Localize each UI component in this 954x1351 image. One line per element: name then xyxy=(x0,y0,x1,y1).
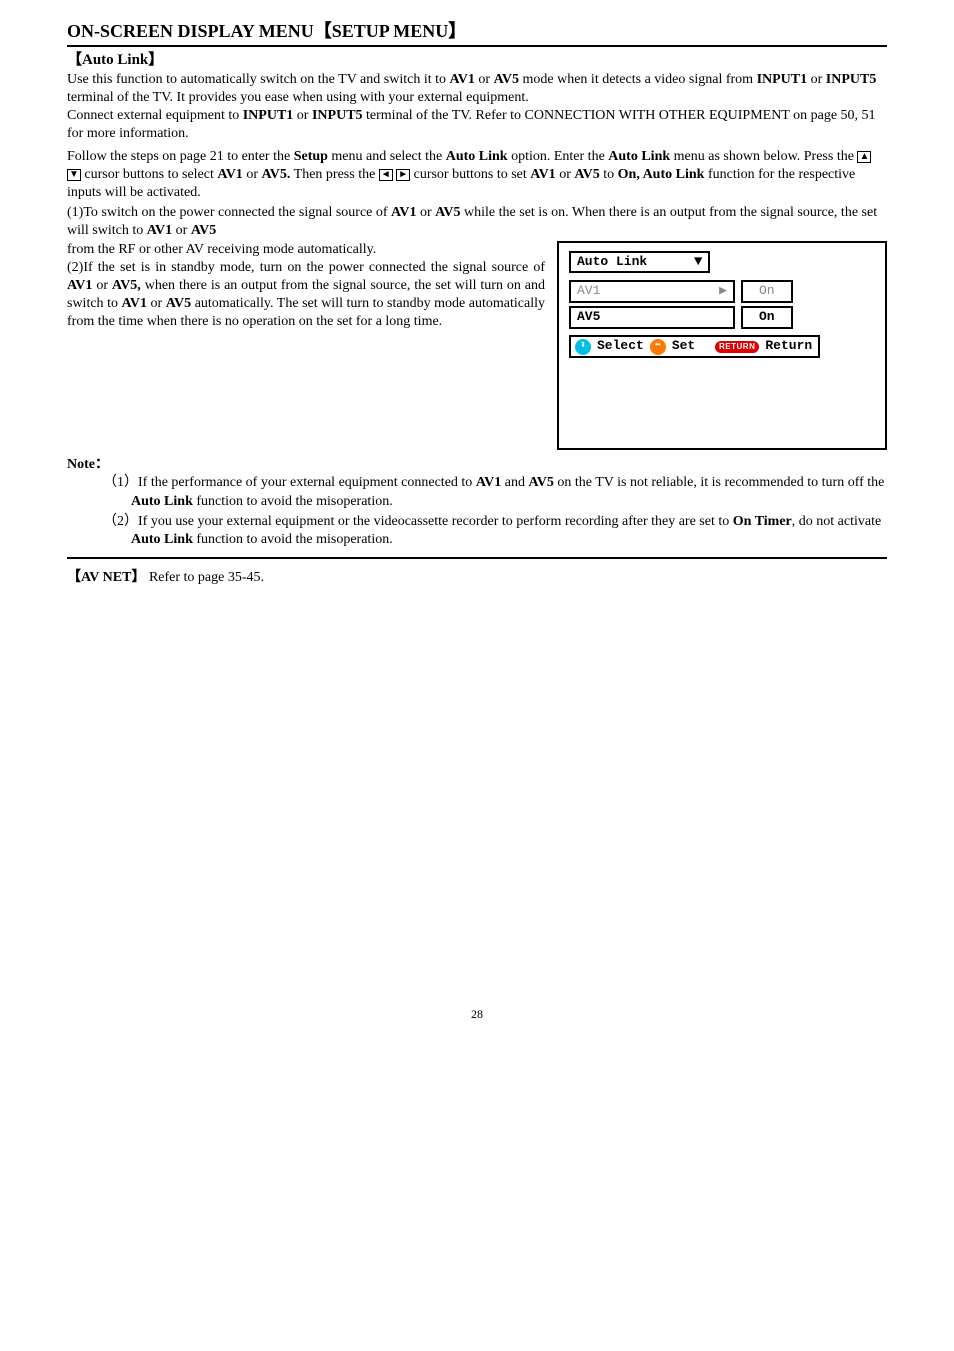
bold: Auto Link xyxy=(131,494,193,509)
text: or xyxy=(475,72,494,87)
text: or xyxy=(807,72,826,87)
bold: Auto Link xyxy=(446,149,508,164)
menu-right-arrow-icon: ▶ xyxy=(719,283,727,300)
bold: AV5 xyxy=(166,296,191,311)
text: mode when it detects a video signal from xyxy=(519,72,757,87)
text: or xyxy=(147,296,166,311)
text: terminal of the TV. It provides you ease… xyxy=(67,90,529,105)
menu-av1-label: AV1 xyxy=(577,283,600,300)
note-heading: Note： xyxy=(67,456,887,474)
text: Follow the steps on page 21 to enter the xyxy=(67,149,294,164)
text: （1）If the performance of your external e… xyxy=(103,475,476,490)
bold: On Timer xyxy=(733,514,792,529)
note-1: （1）If the performance of your external e… xyxy=(103,474,887,510)
text: or xyxy=(243,167,262,182)
bold: AV1 xyxy=(530,167,555,182)
bold: AV5 xyxy=(528,475,553,490)
bold: AV5. xyxy=(261,167,290,182)
bold: Auto Link xyxy=(608,149,670,164)
follow-paragraph: Follow the steps on page 21 to enter the… xyxy=(67,148,887,203)
menu-down-icon: ▼ xyxy=(694,255,702,269)
return-label: Return xyxy=(765,338,812,355)
menu-av1-label-cell: AV1 ▶ xyxy=(569,280,735,303)
bold: On, Auto Link xyxy=(618,167,705,182)
para1-remainder: from the RF or other AV receiving mode a… xyxy=(67,241,545,259)
text: or xyxy=(293,108,312,123)
text: Connect external equipment to xyxy=(67,108,243,123)
av-net-header: 【AV NET】 xyxy=(67,570,145,585)
text: or xyxy=(416,205,435,220)
bold: AV1 xyxy=(391,205,416,220)
set-label: Set xyxy=(672,338,695,355)
auto-link-menu-box: Auto Link ▼ AV1 ▶ On AV5 On ⬍ Select xyxy=(557,241,887,451)
text: or xyxy=(556,167,575,182)
bold: AV5 xyxy=(574,167,599,182)
divider xyxy=(67,557,887,559)
text: , do not activate xyxy=(792,514,881,529)
menu-title-text: Auto Link xyxy=(577,254,647,271)
bold: AV1 xyxy=(122,296,147,311)
menu-status-row: ⬍ Select ⬌ Set RETURN Return xyxy=(569,335,820,358)
av-net-line: 【AV NET】 Refer to page 35-45. xyxy=(67,569,887,587)
menu-av1-value: On xyxy=(741,280,793,303)
text: menu as shown below. Press the xyxy=(670,149,857,164)
connect-paragraph: Connect external equipment to INPUT1 or … xyxy=(67,107,887,143)
text: (1)To switch on the power connected the … xyxy=(67,205,391,220)
cursor-up-icon: ▲ xyxy=(857,151,871,163)
note-2: （2）If you use your external equipment or… xyxy=(103,513,887,549)
page-title: ON-SCREEN DISPLAY MENU【SETUP MENU】 xyxy=(67,20,887,47)
menu-title-box: Auto Link ▼ xyxy=(569,251,710,274)
bold: AV5 xyxy=(191,223,216,238)
bold: INPUT1 xyxy=(243,108,294,123)
text: from the RF or other AV receiving mode a… xyxy=(67,242,376,257)
auto-link-header: 【Auto Link】 xyxy=(67,51,887,71)
text: （2）If you use your external equipment or… xyxy=(103,514,733,529)
bold: AV1 xyxy=(476,475,501,490)
cursor-right-icon: ► xyxy=(396,169,410,181)
bold: Auto Link xyxy=(131,532,193,547)
text: to xyxy=(600,167,618,182)
text: cursor buttons to select xyxy=(81,167,217,182)
bold: AV5 xyxy=(435,205,460,220)
bold: AV1 xyxy=(147,223,172,238)
bold: AV5 xyxy=(494,72,519,87)
menu-row-av1[interactable]: AV1 ▶ On xyxy=(569,280,875,303)
text: cursor buttons to set xyxy=(410,167,530,182)
menu-av5-label-cell: AV5 xyxy=(569,306,735,329)
page-number: 28 xyxy=(67,1007,887,1023)
text: or xyxy=(92,278,111,293)
text: (2)If the set is in standby mode, turn o… xyxy=(67,260,545,275)
text: Then press the xyxy=(290,167,378,182)
cursor-left-icon: ◄ xyxy=(379,169,393,181)
bold: INPUT1 xyxy=(757,72,808,87)
cursor-down-icon: ▼ xyxy=(67,169,81,181)
menu-av5-value: On xyxy=(741,306,793,329)
select-label: Select xyxy=(597,338,644,355)
text: Use this function to automatically switc… xyxy=(67,72,449,87)
text: function to avoid the misoperation. xyxy=(193,532,393,547)
note-list: （1）If the performance of your external e… xyxy=(67,474,887,549)
text: menu and select the xyxy=(328,149,446,164)
bold: AV1 xyxy=(449,72,474,87)
text: option. Enter the xyxy=(508,149,609,164)
menu-av5-label: AV5 xyxy=(577,309,600,326)
para2: (2)If the set is in standby mode, turn o… xyxy=(67,259,545,332)
set-icon: ⬌ xyxy=(650,339,666,355)
bold: Setup xyxy=(294,149,328,164)
text: on the TV is not reliable, it is recomme… xyxy=(554,475,885,490)
text: and xyxy=(501,475,528,490)
para1-full-width: (1)To switch on the power connected the … xyxy=(67,204,887,240)
bold: INPUT5 xyxy=(826,72,877,87)
av-net-text: Refer to page 35-45. xyxy=(149,570,264,585)
text: or xyxy=(172,223,191,238)
text: function to avoid the misoperation. xyxy=(193,494,393,509)
return-pill-icon: RETURN xyxy=(715,341,759,353)
bold: AV1 xyxy=(67,278,92,293)
bold: AV5, xyxy=(112,278,141,293)
select-icon: ⬍ xyxy=(575,339,591,355)
auto-link-intro: Use this function to automatically switc… xyxy=(67,71,887,107)
bold: INPUT5 xyxy=(312,108,363,123)
menu-row-av5[interactable]: AV5 On xyxy=(569,306,875,329)
bold: AV1 xyxy=(217,167,242,182)
